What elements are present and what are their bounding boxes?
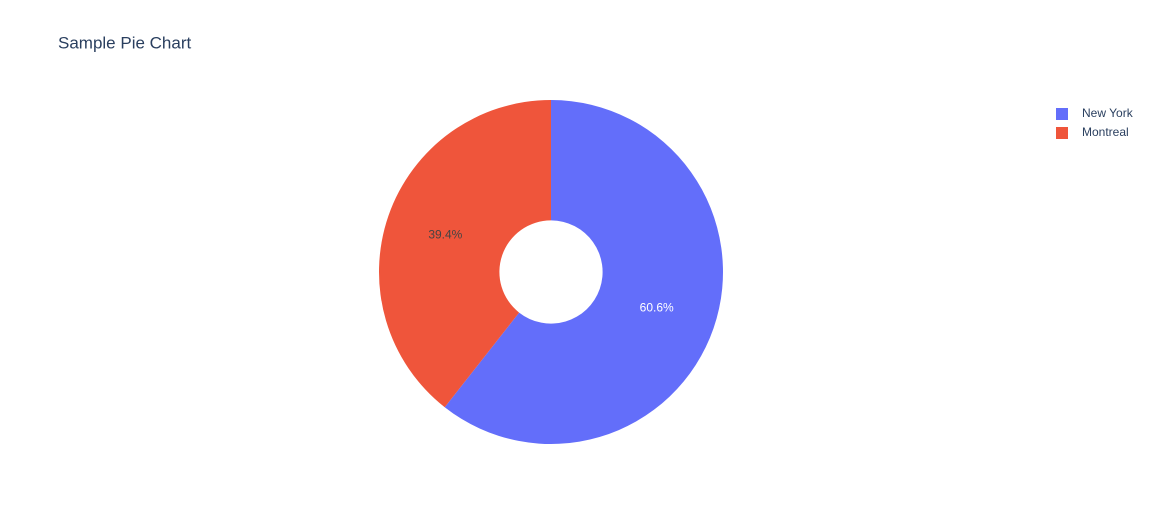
pie-slice xyxy=(379,100,551,408)
legend-label: Montreal xyxy=(1082,125,1129,139)
legend-swatch xyxy=(1056,108,1068,120)
pie-slice xyxy=(444,100,723,445)
legend-label: New York xyxy=(1082,106,1134,120)
slice-label: 39.4% xyxy=(428,228,462,242)
chart-title: Sample Pie Chart xyxy=(58,33,192,52)
slice-label: 60.6% xyxy=(640,301,674,315)
legend-swatch xyxy=(1056,127,1068,139)
